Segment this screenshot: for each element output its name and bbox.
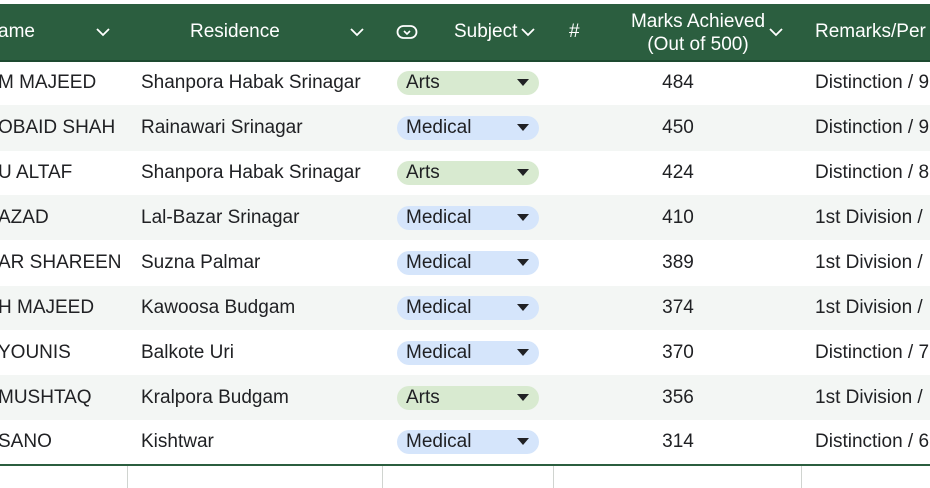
dropdown-arrow-icon[interactable] bbox=[517, 79, 529, 87]
header-subject[interactable]: Subject bbox=[454, 4, 517, 60]
remarks-cell[interactable]: Distinction / 7 bbox=[815, 341, 930, 363]
marks-cell[interactable]: 314 bbox=[662, 431, 694, 452]
name-cell[interactable]: MUSHTAQ bbox=[0, 386, 92, 408]
table-row[interactable]: U ALTAF Shanpora Habak Srinagar Arts 424 Dis… bbox=[0, 151, 930, 195]
dropdown-arrow-icon[interactable] bbox=[517, 394, 529, 402]
top-border bbox=[0, 0, 930, 4]
gridline bbox=[553, 466, 554, 488]
subject-dropdown-chip[interactable]: Arts bbox=[397, 71, 539, 95]
name-cell[interactable]: OBAID SHAH bbox=[0, 117, 116, 138]
marks-cell[interactable]: 389 bbox=[662, 252, 694, 273]
name-cell[interactable]: YOUNIS bbox=[0, 341, 71, 363]
header-remarks-label: Remarks/Per bbox=[815, 21, 926, 42]
name-cell[interactable]: M MAJEED bbox=[0, 71, 97, 93]
table-row[interactable]: H MAJEED Kawoosa Budgam Medical 374 1st Divi… bbox=[0, 286, 930, 330]
marks-cell[interactable]: 374 bbox=[662, 297, 694, 318]
header-name[interactable]: ame bbox=[0, 4, 35, 60]
gridline bbox=[127, 466, 128, 488]
subject-chip-label: Medical bbox=[406, 297, 472, 318]
residence-cell[interactable]: Kawoosa Budgam bbox=[141, 297, 296, 318]
table-header: ame Residence Subject # Marks Achieved (… bbox=[0, 4, 930, 62]
remarks-cell[interactable]: 1st Division / bbox=[815, 252, 923, 273]
header-marks-line2: (Out of 500) bbox=[647, 34, 749, 55]
residence-cell[interactable]: Shanpora Habak Srinagar bbox=[141, 71, 361, 93]
marks-cell[interactable]: 450 bbox=[662, 117, 694, 138]
table-row[interactable]: YOUNIS Balkote Uri Medical 370 Distinction /… bbox=[0, 330, 930, 375]
dropdown-arrow-icon[interactable] bbox=[517, 438, 529, 446]
dropdown-arrow-icon[interactable] bbox=[517, 169, 529, 177]
subject-chip-label: Arts bbox=[406, 162, 440, 183]
subject-chip-label: Medical bbox=[406, 342, 472, 363]
name-cell[interactable]: AR SHAREEN bbox=[0, 252, 122, 273]
subject-dropdown-chip[interactable]: Medical bbox=[397, 206, 539, 230]
residence-cell[interactable]: Shanpora Habak Srinagar bbox=[141, 162, 361, 183]
subject-dropdown-chip[interactable]: Medical bbox=[397, 341, 539, 365]
remarks-cell[interactable]: 1st Division / bbox=[815, 297, 923, 318]
dropdown-chip-icon bbox=[396, 24, 418, 40]
header-name-label: ame bbox=[0, 21, 35, 42]
marks-cell[interactable]: 356 bbox=[662, 386, 694, 408]
marks-cell[interactable]: 424 bbox=[662, 162, 694, 183]
header-hash: # bbox=[569, 4, 580, 60]
table-bottom-border bbox=[0, 464, 930, 466]
number-column-icon: # bbox=[569, 21, 580, 42]
header-remarks[interactable]: Remarks/Per bbox=[815, 4, 926, 60]
subject-chip-label: Arts bbox=[406, 72, 440, 93]
remarks-cell[interactable]: Distinction / 9 bbox=[815, 117, 930, 138]
header-marks-line1: Marks Achieved bbox=[630, 11, 766, 32]
marks-cell[interactable]: 370 bbox=[662, 341, 694, 363]
name-cell[interactable]: AZAD bbox=[0, 206, 49, 228]
subject-dropdown-chip[interactable]: Medical bbox=[397, 430, 539, 454]
subject-dropdown-chip[interactable]: Arts bbox=[397, 386, 539, 410]
subject-dropdown-chip[interactable]: Medical bbox=[397, 251, 539, 275]
name-cell[interactable]: U ALTAF bbox=[0, 162, 73, 183]
residence-cell[interactable]: Kralpora Budgam bbox=[141, 386, 289, 408]
name-cell[interactable]: SANO bbox=[0, 431, 52, 452]
table-row[interactable]: AR SHAREEN Suzna Palmar Medical 389 1st Divi… bbox=[0, 240, 930, 286]
name-cell[interactable]: H MAJEED bbox=[0, 297, 95, 318]
dropdown-arrow-icon[interactable] bbox=[517, 124, 529, 132]
gridline bbox=[801, 466, 802, 488]
table-row[interactable]: AZAD Lal-Bazar Srinagar Medical 410 1st Divi… bbox=[0, 195, 930, 240]
remarks-cell[interactable]: Distinction / 8 bbox=[815, 162, 930, 183]
table-row[interactable]: SANO Kishtwar Medical 314 Distinction / 6 bbox=[0, 420, 930, 464]
header-residence-label: Residence bbox=[190, 21, 280, 42]
residence-cell[interactable]: Rainawari Srinagar bbox=[141, 117, 303, 138]
dropdown-arrow-icon[interactable] bbox=[517, 259, 529, 267]
header-residence[interactable]: Residence bbox=[190, 4, 280, 60]
table-row[interactable]: OBAID SHAH Rainawari Srinagar Medical 450 Di… bbox=[0, 105, 930, 151]
subject-chip-label: Medical bbox=[406, 431, 472, 452]
marks-cell[interactable]: 410 bbox=[662, 206, 694, 228]
table-row[interactable]: MUSHTAQ Kralpora Budgam Arts 356 1st Divisio… bbox=[0, 375, 930, 420]
remarks-cell[interactable]: Distinction / 9 bbox=[815, 71, 930, 93]
marks-cell[interactable]: 484 bbox=[662, 71, 694, 93]
subject-dropdown-chip[interactable]: Medical bbox=[397, 296, 539, 320]
header-marks[interactable]: Marks Achieved (Out of 500) bbox=[617, 10, 779, 56]
remarks-cell[interactable]: Distinction / 6 bbox=[815, 431, 930, 452]
residence-cell[interactable]: Suzna Palmar bbox=[141, 252, 261, 273]
dropdown-arrow-icon[interactable] bbox=[517, 304, 529, 312]
subject-chip-label: Arts bbox=[406, 387, 440, 408]
chevron-down-icon[interactable] bbox=[768, 24, 784, 40]
remarks-cell[interactable]: 1st Division / bbox=[815, 386, 923, 408]
residence-cell[interactable]: Lal-Bazar Srinagar bbox=[141, 206, 300, 228]
chevron-down-icon[interactable] bbox=[95, 24, 111, 40]
dropdown-arrow-icon[interactable] bbox=[517, 349, 529, 357]
residence-cell[interactable]: Balkote Uri bbox=[141, 341, 234, 363]
subject-chip-label: Medical bbox=[406, 117, 472, 138]
table-row[interactable]: M MAJEED Shanpora Habak Srinagar Arts 484 Di… bbox=[0, 60, 930, 105]
chevron-down-icon[interactable] bbox=[349, 24, 365, 40]
subject-dropdown-chip[interactable]: Medical bbox=[397, 116, 539, 140]
subject-dropdown-chip[interactable]: Arts bbox=[397, 161, 539, 185]
subject-chip-label: Medical bbox=[406, 207, 472, 228]
subject-chip-label: Medical bbox=[406, 252, 472, 273]
header-subject-label: Subject bbox=[454, 21, 518, 42]
remarks-cell[interactable]: 1st Division / bbox=[815, 206, 923, 228]
chevron-down-icon[interactable] bbox=[520, 24, 536, 40]
dropdown-arrow-icon[interactable] bbox=[517, 214, 529, 222]
gridline bbox=[382, 466, 383, 488]
residence-cell[interactable]: Kishtwar bbox=[141, 431, 214, 452]
